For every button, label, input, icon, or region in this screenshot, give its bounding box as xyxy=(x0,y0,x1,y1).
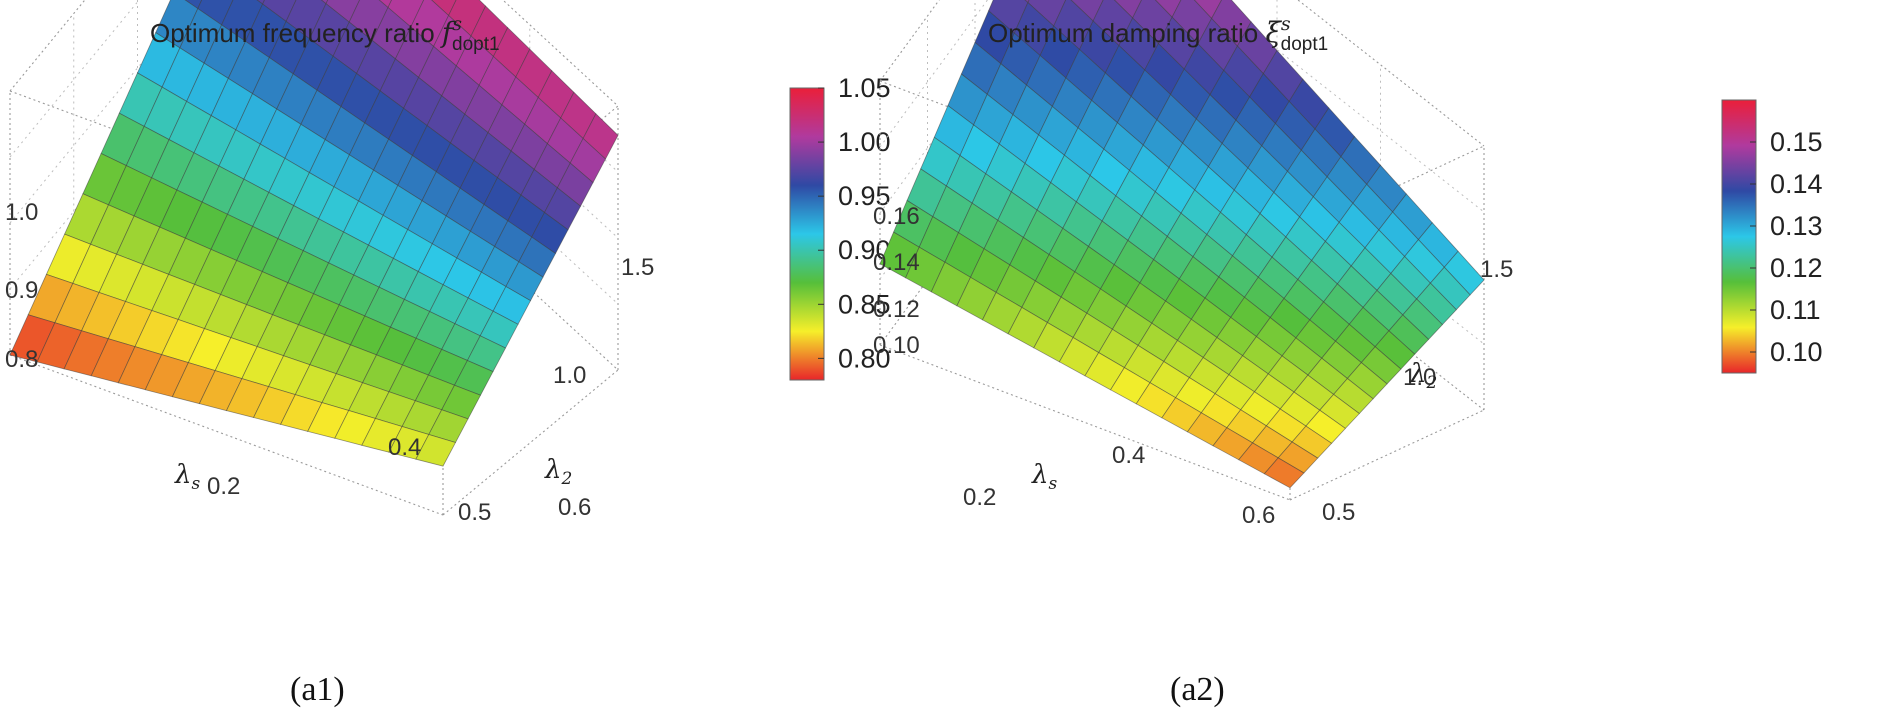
colorbar-tick-label: 1.00 xyxy=(838,127,891,157)
y-tick-label: 1.0 xyxy=(1403,364,1436,391)
colorbar-tick-label: 0.11 xyxy=(1770,295,1821,325)
x-axis: 0.2 0.4 0.6 λs xyxy=(963,442,1275,529)
colorbar-tick-label: 0.85 xyxy=(838,289,891,319)
z-tick-label: 0.8 xyxy=(5,346,38,373)
z-axis: 0.8 0.9 1.0 xyxy=(5,199,38,373)
colorbar-tick-label: 0.14 xyxy=(1770,169,1823,199)
y-tick-label: 1.5 xyxy=(621,254,654,281)
surface-cell xyxy=(415,434,457,467)
colorbar-gradient xyxy=(789,87,825,381)
x-tick-label: 0.6 xyxy=(558,494,591,521)
surface xyxy=(9,0,619,467)
y-axis: 0.5 1.0 1.5 λ2 xyxy=(458,254,654,526)
x-axis: 0.2 0.4 0.6 λs xyxy=(174,434,591,521)
colorbar-tick-label: 0.80 xyxy=(838,343,891,373)
y-tick-label: 1.5 xyxy=(1480,256,1513,283)
panel-caption: (a2) xyxy=(1170,671,1225,708)
z-tick-label: 1.0 xyxy=(5,199,38,226)
colorbar-tick-label: 0.10 xyxy=(1770,337,1823,367)
z-tick-label: 0.16 xyxy=(873,203,920,230)
x-tick-label: 0.6 xyxy=(1242,502,1275,529)
z-tick-label: 0.10 xyxy=(873,332,920,359)
y-axis: 0.51.01.5λ2 xyxy=(1322,256,1513,526)
x-tick-label: 0.4 xyxy=(388,434,421,461)
colorbar-tick-label: 0.95 xyxy=(838,181,891,211)
z-axis: 0.10 0.12 0.14 0.16 xyxy=(873,203,920,359)
y-tick-label: 0.5 xyxy=(458,499,491,526)
surface-cell xyxy=(1263,457,1305,489)
x-tick-label: 0.2 xyxy=(963,484,996,511)
y-tick-label: 0.5 xyxy=(1322,499,1355,526)
surface xyxy=(879,0,1485,489)
y-tick-label: 1.0 xyxy=(553,362,586,389)
panel-a2: 0.100.120.140.160.20.40.6λs0.51.01.5λ2Op… xyxy=(873,0,1823,708)
colorbar-tick-label: 0.12 xyxy=(1770,253,1823,283)
colorbar-tick-label: 0.15 xyxy=(1770,127,1823,157)
panel-caption: (a1) xyxy=(290,671,345,708)
z-tick-label: 0.14 xyxy=(873,249,920,276)
x-tick-label: 0.4 xyxy=(1112,442,1145,469)
colorbar-tick-label: 0.13 xyxy=(1770,211,1823,241)
colorbar: 0.10 0.11 0.12 0.13 0.14 0.15 xyxy=(1721,99,1823,374)
x-axis-label: λs xyxy=(1031,460,1057,494)
x-tick-label: 0.2 xyxy=(207,473,240,500)
colorbar: 0.800.850.900.951.001.05 xyxy=(789,73,891,381)
z-tick-label: 0.9 xyxy=(5,277,38,304)
x-axis-label: λs xyxy=(174,460,200,494)
colorbar-gradient xyxy=(1721,99,1757,374)
z-tick-label: 0.12 xyxy=(873,296,920,323)
colorbar-tick-label: 1.05 xyxy=(838,73,891,103)
y-axis-label: λ2 xyxy=(544,455,572,489)
